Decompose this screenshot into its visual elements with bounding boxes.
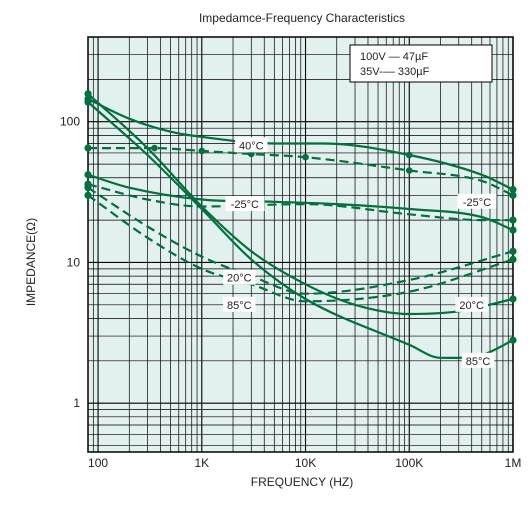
- y-axis-label: IMPEDANCE(Ω): [24, 218, 38, 306]
- annotation-background: [461, 352, 495, 368]
- series-marker-point: [151, 144, 158, 152]
- series-1-end-point: [509, 185, 517, 194]
- series-marker-point: [247, 150, 255, 158]
- y-tick-label: 10: [67, 255, 81, 269]
- series-4-end-point: [509, 336, 517, 344]
- series-8-start-point: [84, 191, 92, 199]
- series-2-end-point: [509, 226, 517, 234]
- annotation-label: 20°C: [227, 273, 252, 285]
- chart-title: Impedamce-Frequency Characteristics: [199, 11, 405, 25]
- series-4-start-point: [84, 98, 92, 106]
- series-2-line: [87, 173, 514, 232]
- series-marker-point: [405, 151, 413, 159]
- series-6-line: [87, 183, 513, 222]
- series-5-start-point: [84, 144, 92, 152]
- series-7-line: [87, 186, 514, 295]
- y-tick-label: 1: [73, 396, 80, 410]
- series-7-end-point: [509, 247, 517, 255]
- x-tick-labels: 100 1K 10K 100K 1M: [88, 456, 521, 470]
- annotation-label: 85°C: [466, 356, 491, 368]
- annotation-label: 85°C: [227, 300, 252, 312]
- annotation-background: [235, 137, 268, 153]
- series-7-start-point: [84, 184, 92, 192]
- series-3-start-point: [84, 90, 92, 98]
- series-3-line: [87, 92, 514, 316]
- series-5-end-point: [509, 191, 517, 199]
- grid: [87, 36, 514, 452]
- annotation-background: [455, 296, 488, 312]
- annotation-label: -25°C: [231, 199, 259, 211]
- annotation-background: [223, 296, 256, 312]
- series-8-line: [87, 194, 514, 303]
- series-8-end-point: [509, 255, 517, 264]
- series-6-end-point: [509, 216, 517, 224]
- legend-box: [349, 44, 493, 83]
- series-marker-point: [198, 147, 206, 155]
- legend-entry-solid: 100V — 47µF: [360, 51, 428, 63]
- series-marker-point: [302, 153, 309, 161]
- x-axis-label: FREQUENCY (HZ): [251, 475, 353, 489]
- series-5-line: [87, 146, 514, 197]
- series-2-start-point: [84, 171, 92, 179]
- annotation-label: -25°C: [463, 197, 491, 209]
- annotation-background: [225, 196, 265, 212]
- legend: 100V — 47µF 35V-–– 330µF: [349, 44, 493, 83]
- x-tick-label: 1K: [194, 456, 209, 470]
- x-tick-label: 10K: [295, 456, 316, 470]
- annotation-label: 20°C: [459, 300, 484, 312]
- annotations: 40°C -25°C -25°C 20°C 85°C 20°C 85°C: [223, 137, 497, 368]
- y-tick-label: 100: [60, 115, 80, 129]
- legend-entry-dashed: 35V-–– 330µF: [360, 66, 430, 78]
- x-tick-label: 1M: [505, 456, 522, 470]
- annotation-background: [457, 193, 497, 209]
- annotation-background: [223, 269, 256, 285]
- x-tick-label: 100K: [395, 456, 423, 470]
- x-tick-label: 100: [88, 456, 108, 470]
- series-3-end-point: [509, 295, 517, 303]
- y-tick-labels: 1 10 100: [60, 115, 80, 410]
- series-1-line: [87, 98, 514, 191]
- annotation-label: 40°C: [239, 140, 264, 152]
- series-marker-point: [405, 167, 413, 174]
